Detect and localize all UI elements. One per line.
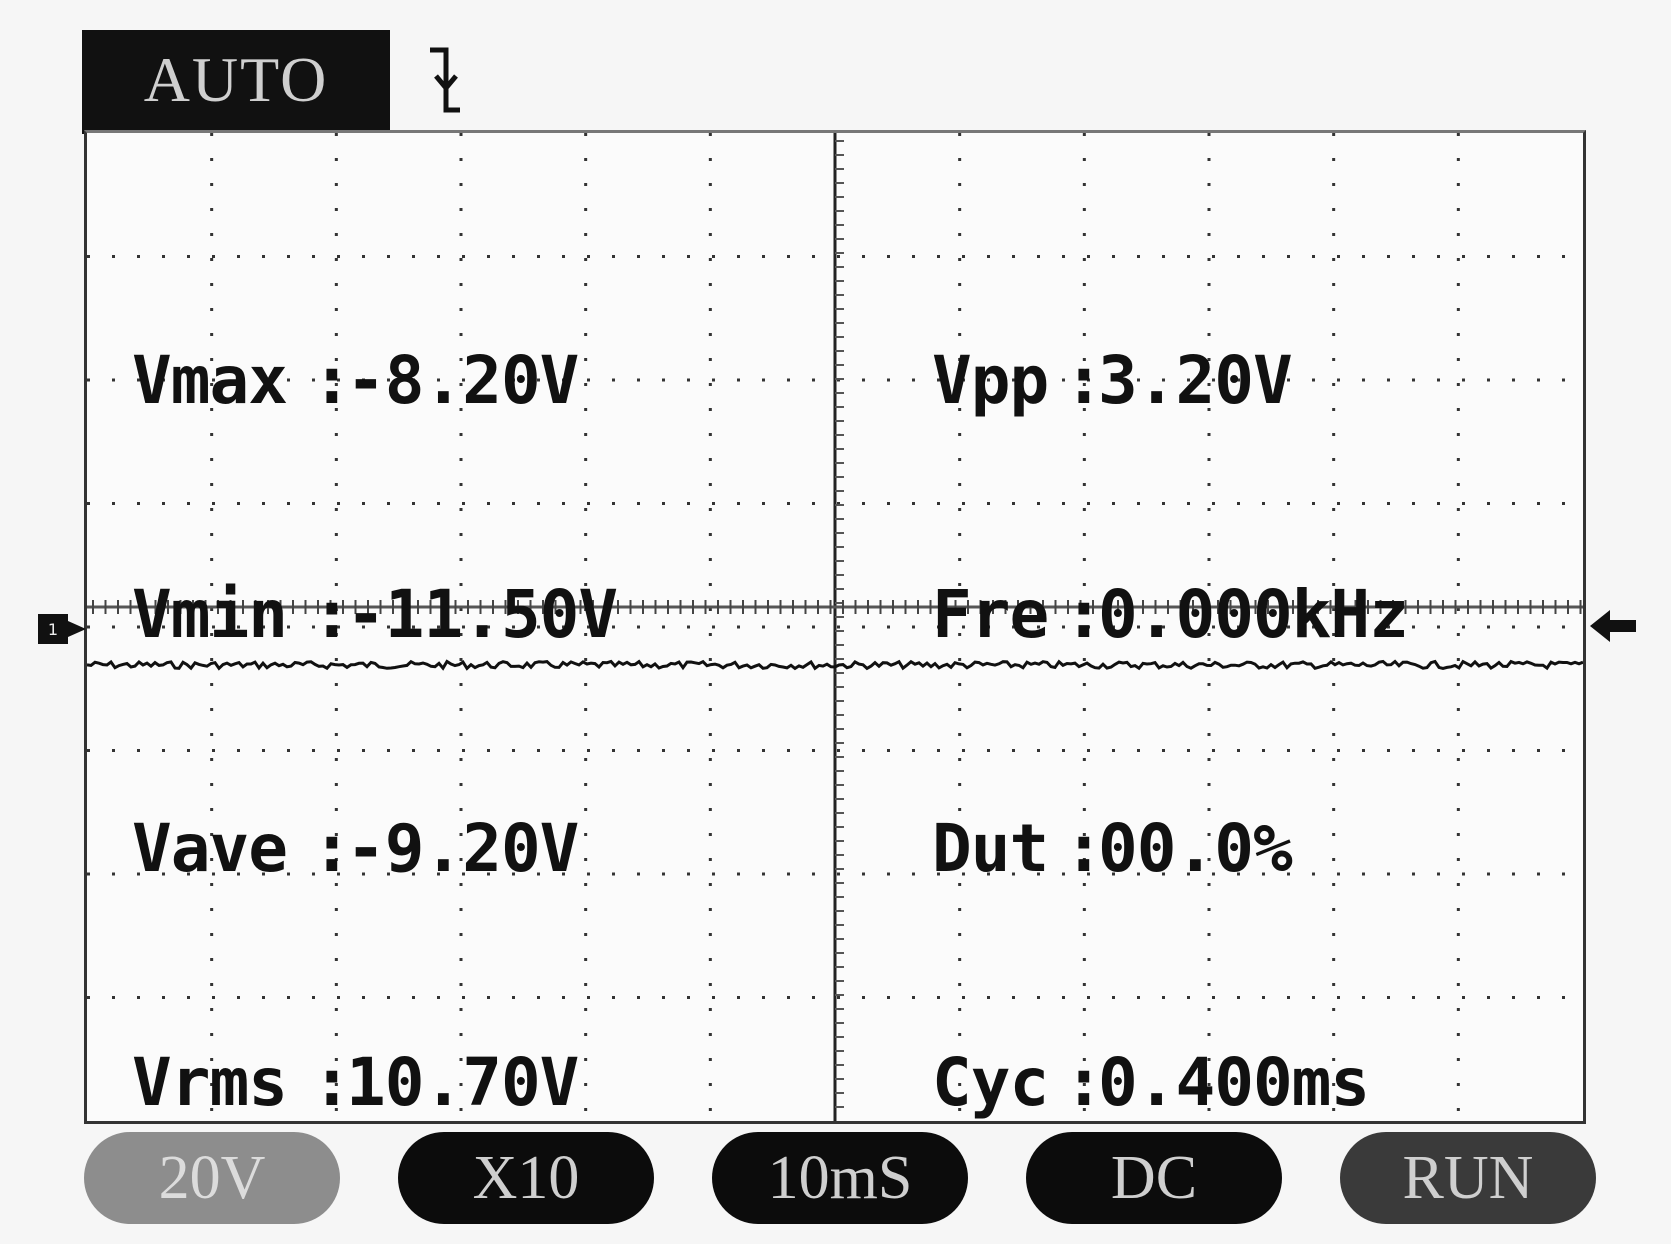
measurement-label: Vmin: [132, 576, 288, 653]
measurement-label: Cyc: [932, 1044, 1049, 1121]
time-per-div-button[interactable]: 10mS: [712, 1132, 968, 1224]
measurement-value: 3.20V: [1098, 342, 1293, 419]
run-stop-button[interactable]: RUN: [1340, 1132, 1596, 1224]
channel-marker-label: 1: [47, 619, 59, 639]
coupling-label: DC: [1110, 1143, 1198, 1212]
measurement-label: Vave: [132, 810, 288, 887]
measurement-label: Vpp: [932, 342, 1049, 419]
coupling-button[interactable]: DC: [1026, 1132, 1282, 1224]
probe-attenuation-button[interactable]: X10: [398, 1132, 654, 1224]
time-per-div-label: 10mS: [767, 1143, 913, 1212]
measurement-vpp: Vpp:3.20V: [932, 342, 1293, 419]
measurement-vmax: Vmax: -8.20V: [132, 342, 579, 419]
measurement-cycle: Cyc:0.400ms: [932, 1044, 1370, 1121]
measurement-vmin: Vmin: -11.50V: [132, 576, 618, 653]
measurements-left-panel: Vmax: -8.20V Vmin: -11.50V Vave: -9.20V Vrm…: [132, 186, 618, 1244]
trigger-mode-badge[interactable]: AUTO: [82, 30, 390, 134]
waveform-trace: [87, 659, 1583, 671]
measurement-frequency: Fre:0.000kHz: [932, 576, 1409, 653]
measurement-duty: Dut:00.0%: [932, 810, 1293, 887]
channel-1-ground-marker[interactable]: 1: [38, 614, 86, 644]
falling-edge-trigger-icon: [430, 47, 460, 113]
measurement-label: Vrms: [132, 1044, 288, 1121]
waveform-grid: [84, 130, 1586, 1124]
measurement-value: -11.50V: [346, 576, 618, 653]
measurement-value: 00.0%: [1098, 810, 1293, 887]
measurement-value: -8.20V: [346, 342, 579, 419]
measurements-right-panel: Vpp:3.20V Fre:0.000kHz Dut:00.0% Cyc:0.4…: [932, 186, 1409, 1244]
measurement-value: -9.20V: [346, 810, 579, 887]
trigger-mode-label: AUTO: [143, 44, 329, 115]
measurement-value: 0.000kHz: [1098, 576, 1409, 653]
graticule: [87, 133, 1583, 1121]
trigger-level-arrow-icon[interactable]: [1588, 606, 1638, 646]
measurement-label: Fre: [932, 576, 1049, 653]
probe-attenuation-label: X10: [472, 1143, 580, 1212]
volts-per-div-label: 20V: [158, 1143, 266, 1212]
volts-per-div-button[interactable]: 20V: [84, 1132, 340, 1224]
run-stop-label: RUN: [1402, 1143, 1534, 1212]
measurement-value: 10.70V: [346, 1044, 579, 1121]
measurement-vave: Vave: -9.20V: [132, 810, 579, 887]
measurement-label: Dut: [932, 810, 1049, 887]
measurement-vrms: Vrms:10.70V: [132, 1044, 579, 1121]
measurement-label: Vmax: [132, 342, 288, 419]
measurement-value: 0.400ms: [1098, 1044, 1370, 1121]
